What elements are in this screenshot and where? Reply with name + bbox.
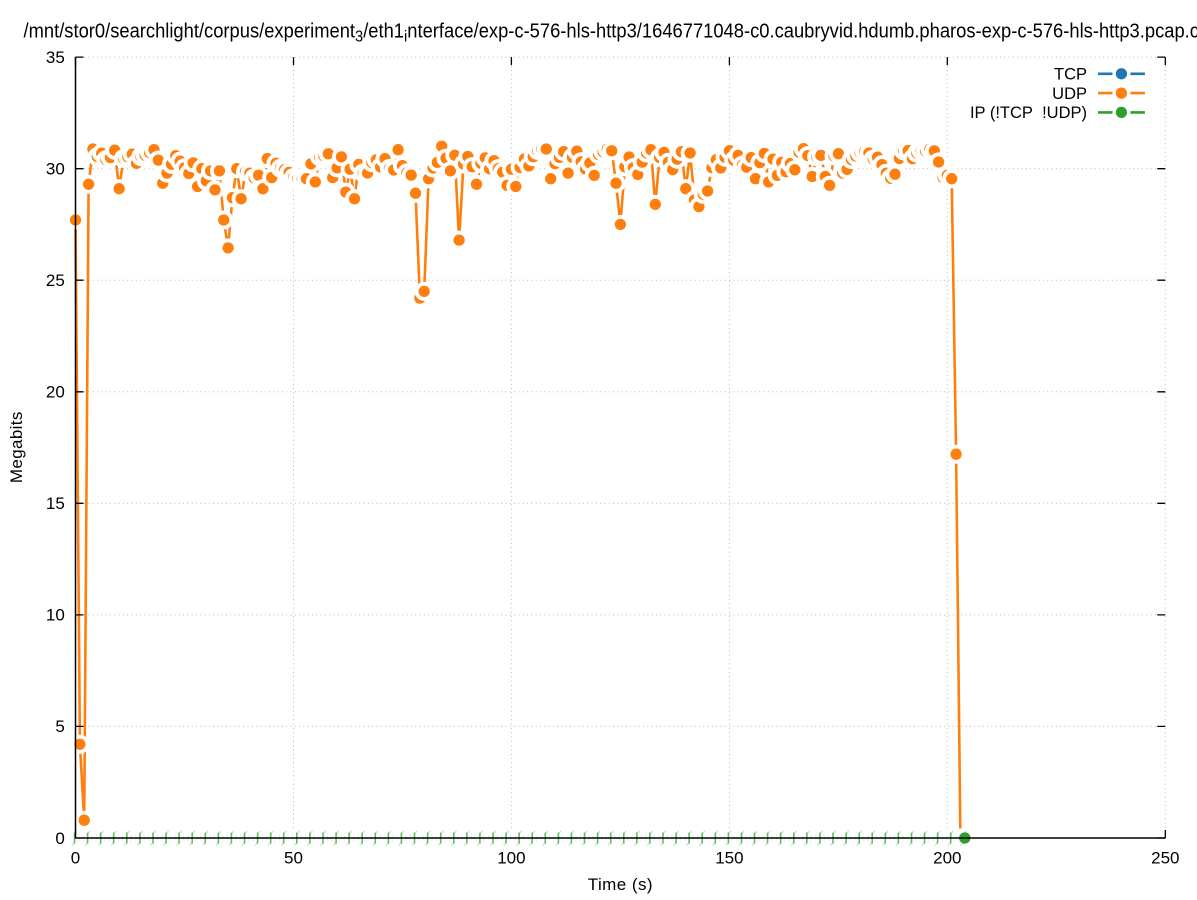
svg-text:25: 25: [46, 271, 65, 290]
svg-text:20: 20: [46, 383, 65, 402]
svg-text:30: 30: [46, 160, 65, 179]
svg-text:Time (s): Time (s): [588, 875, 653, 894]
svg-text:250: 250: [1151, 849, 1179, 868]
svg-text:TCP: TCP: [1054, 66, 1087, 84]
svg-text:15: 15: [46, 494, 65, 513]
svg-text:0: 0: [55, 829, 64, 848]
svg-text:IP (!TCP !UDP): IP (!TCP !UDP): [970, 104, 1087, 122]
svg-text:5: 5: [55, 717, 64, 736]
svg-text:UDP: UDP: [1052, 85, 1087, 103]
svg-text:10: 10: [46, 606, 65, 625]
svg-text:Megabits: Megabits: [7, 411, 26, 483]
svg-text:100: 100: [497, 849, 525, 868]
svg-text:35: 35: [46, 48, 65, 67]
svg-text:0: 0: [71, 849, 80, 868]
svg-text:50: 50: [284, 849, 303, 868]
svg-text:200: 200: [933, 849, 961, 868]
svg-text:/mnt/stor0/searchlight/corpus/: /mnt/stor0/searchlight/corpus/experiment…: [24, 20, 1197, 45]
svg-text:150: 150: [715, 849, 743, 868]
